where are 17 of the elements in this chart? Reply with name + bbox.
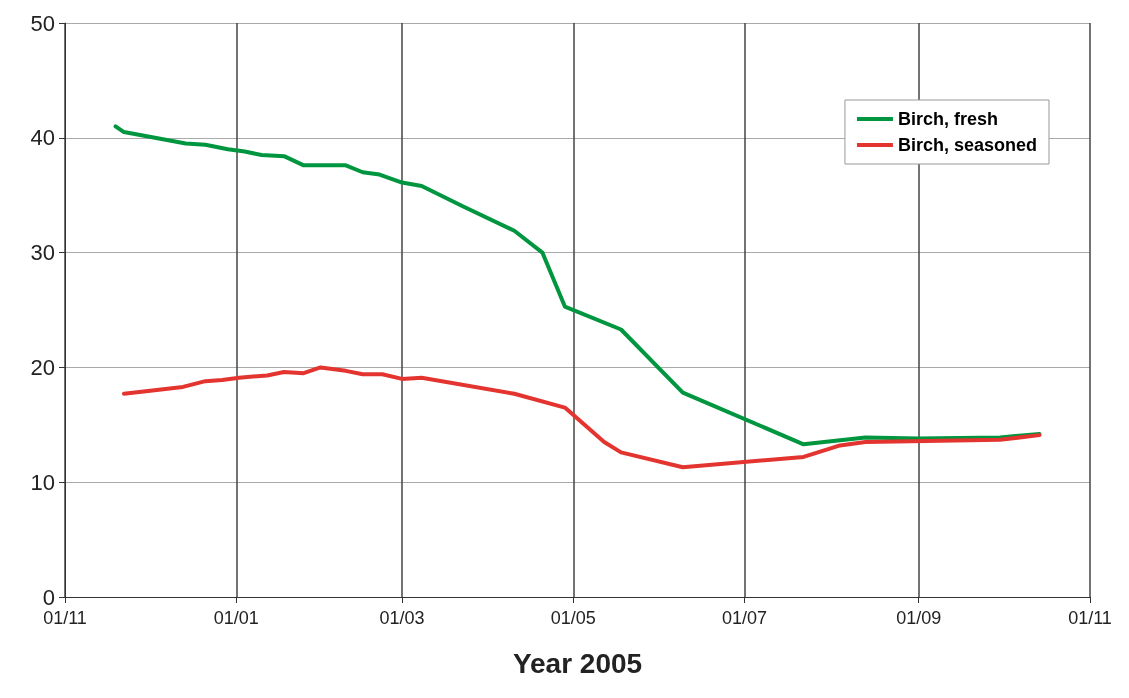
x-tick-label: 01/03 <box>379 608 425 628</box>
x-tick-label: 01/11 <box>43 608 87 628</box>
x-tick-label: 01/09 <box>896 608 942 628</box>
y-tick-label: 30 <box>30 240 55 266</box>
y-tick-label: 0 <box>42 584 55 610</box>
x-tick-label: 01/11 <box>1068 608 1112 628</box>
x-tick-label: 01/05 <box>550 608 596 628</box>
x-tick-label: 01/01 <box>213 608 259 628</box>
y-tick-label: 10 <box>30 469 55 495</box>
y-tick-label: 50 <box>30 10 55 36</box>
legend-label: Birch, fresh <box>897 109 998 129</box>
legend-label: Birch, seasoned <box>897 135 1038 155</box>
x-tick-label: 01/07 <box>722 608 768 628</box>
line-series <box>121 365 1042 470</box>
y-tick-label: 20 <box>30 354 55 380</box>
x-axis-title: Year 2005 <box>512 647 643 679</box>
y-tick-label: 40 <box>30 125 55 151</box>
